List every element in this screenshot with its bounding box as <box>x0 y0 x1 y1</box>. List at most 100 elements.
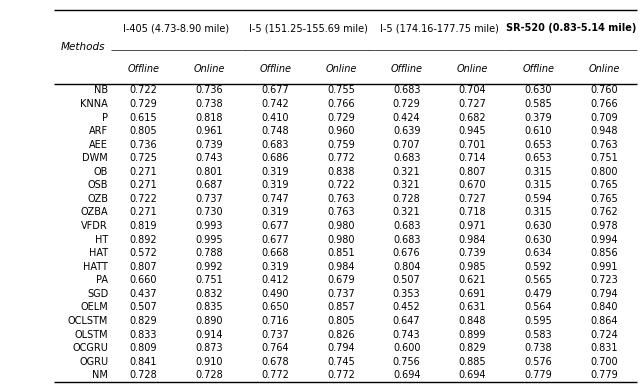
Text: 0.747: 0.747 <box>261 194 289 204</box>
Text: 0.507: 0.507 <box>130 302 157 312</box>
Text: 0.794: 0.794 <box>327 343 355 353</box>
Text: 0.600: 0.600 <box>393 343 420 353</box>
Text: 0.694: 0.694 <box>393 370 420 380</box>
Text: 0.412: 0.412 <box>261 275 289 285</box>
Text: 0.321: 0.321 <box>393 167 420 177</box>
Text: 0.763: 0.763 <box>327 194 355 204</box>
Text: 0.772: 0.772 <box>327 153 355 163</box>
Text: 0.728: 0.728 <box>195 370 223 380</box>
Text: 0.677: 0.677 <box>261 235 289 245</box>
Text: 0.772: 0.772 <box>327 370 355 380</box>
Text: 0.728: 0.728 <box>130 370 157 380</box>
Text: 0.945: 0.945 <box>459 126 486 136</box>
Text: 0.831: 0.831 <box>590 343 618 353</box>
Text: 0.315: 0.315 <box>524 167 552 177</box>
Text: 0.759: 0.759 <box>327 140 355 150</box>
Text: 0.856: 0.856 <box>590 248 618 258</box>
Text: Online: Online <box>194 64 225 74</box>
Text: 0.728: 0.728 <box>393 194 420 204</box>
Text: 0.914: 0.914 <box>196 329 223 340</box>
Text: 0.729: 0.729 <box>393 99 420 109</box>
Text: 0.630: 0.630 <box>524 221 552 231</box>
Text: OB: OB <box>94 167 108 177</box>
Text: 0.985: 0.985 <box>459 262 486 272</box>
Text: 0.851: 0.851 <box>327 248 355 258</box>
Text: 0.631: 0.631 <box>459 302 486 312</box>
Text: OCGRU: OCGRU <box>72 343 108 353</box>
Text: 0.319: 0.319 <box>261 180 289 190</box>
Text: 0.788: 0.788 <box>196 248 223 258</box>
Text: 0.805: 0.805 <box>130 126 157 136</box>
Text: OELM: OELM <box>81 302 108 312</box>
Text: I-5 (174.16-177.75 mile): I-5 (174.16-177.75 mile) <box>380 23 499 33</box>
Text: 0.630: 0.630 <box>524 235 552 245</box>
Text: 0.315: 0.315 <box>524 207 552 217</box>
Text: 0.730: 0.730 <box>196 207 223 217</box>
Text: 0.670: 0.670 <box>459 180 486 190</box>
Text: 0.379: 0.379 <box>524 112 552 123</box>
Text: 0.764: 0.764 <box>261 343 289 353</box>
Text: OGRU: OGRU <box>79 357 108 367</box>
Text: OZBA: OZBA <box>81 207 108 217</box>
Text: 0.271: 0.271 <box>130 180 157 190</box>
Text: 0.592: 0.592 <box>524 262 552 272</box>
Text: 0.766: 0.766 <box>327 99 355 109</box>
Text: 0.961: 0.961 <box>196 126 223 136</box>
Text: 0.978: 0.978 <box>590 221 618 231</box>
Text: 0.722: 0.722 <box>130 194 157 204</box>
Text: 0.737: 0.737 <box>327 289 355 299</box>
Text: 0.864: 0.864 <box>590 316 618 326</box>
Text: 0.653: 0.653 <box>524 153 552 163</box>
Text: 0.993: 0.993 <box>196 221 223 231</box>
Text: 0.677: 0.677 <box>261 221 289 231</box>
Text: 0.890: 0.890 <box>196 316 223 326</box>
Text: 0.984: 0.984 <box>459 235 486 245</box>
Text: 0.756: 0.756 <box>393 357 420 367</box>
Text: 0.779: 0.779 <box>590 370 618 380</box>
Text: 0.722: 0.722 <box>130 86 157 95</box>
Text: 0.676: 0.676 <box>393 248 420 258</box>
Text: Online: Online <box>325 64 356 74</box>
Text: 0.716: 0.716 <box>261 316 289 326</box>
Text: OCLSTM: OCLSTM <box>68 316 108 326</box>
Text: 0.729: 0.729 <box>327 112 355 123</box>
Text: 0.595: 0.595 <box>524 316 552 326</box>
Text: 0.992: 0.992 <box>196 262 223 272</box>
Text: 0.748: 0.748 <box>261 126 289 136</box>
Text: 0.840: 0.840 <box>590 302 618 312</box>
Text: 0.724: 0.724 <box>590 329 618 340</box>
Text: 0.682: 0.682 <box>459 112 486 123</box>
Text: OLSTM: OLSTM <box>74 329 108 340</box>
Text: 0.687: 0.687 <box>196 180 223 190</box>
Text: 0.765: 0.765 <box>590 180 618 190</box>
Text: 0.722: 0.722 <box>327 180 355 190</box>
Text: 0.800: 0.800 <box>590 167 618 177</box>
Text: 0.564: 0.564 <box>524 302 552 312</box>
Text: 0.755: 0.755 <box>327 86 355 95</box>
Text: 0.653: 0.653 <box>524 140 552 150</box>
Text: 0.452: 0.452 <box>393 302 420 312</box>
Text: 0.736: 0.736 <box>130 140 157 150</box>
Text: 0.960: 0.960 <box>327 126 355 136</box>
Text: 0.583: 0.583 <box>524 329 552 340</box>
Text: 0.615: 0.615 <box>130 112 157 123</box>
Text: 0.995: 0.995 <box>196 235 223 245</box>
Text: 0.319: 0.319 <box>261 262 289 272</box>
Text: 0.507: 0.507 <box>393 275 420 285</box>
Text: 0.804: 0.804 <box>393 262 420 272</box>
Text: 0.841: 0.841 <box>130 357 157 367</box>
Text: 0.892: 0.892 <box>130 235 157 245</box>
Text: KNNA: KNNA <box>81 99 108 109</box>
Text: 0.899: 0.899 <box>459 329 486 340</box>
Text: NB: NB <box>94 86 108 95</box>
Text: 0.700: 0.700 <box>590 357 618 367</box>
Text: Offline: Offline <box>259 64 291 74</box>
Text: 0.766: 0.766 <box>590 99 618 109</box>
Text: 0.650: 0.650 <box>261 302 289 312</box>
Text: 0.829: 0.829 <box>130 316 157 326</box>
Text: 0.885: 0.885 <box>459 357 486 367</box>
Text: 0.718: 0.718 <box>459 207 486 217</box>
Text: 0.809: 0.809 <box>130 343 157 353</box>
Text: 0.565: 0.565 <box>524 275 552 285</box>
Text: 0.991: 0.991 <box>590 262 618 272</box>
